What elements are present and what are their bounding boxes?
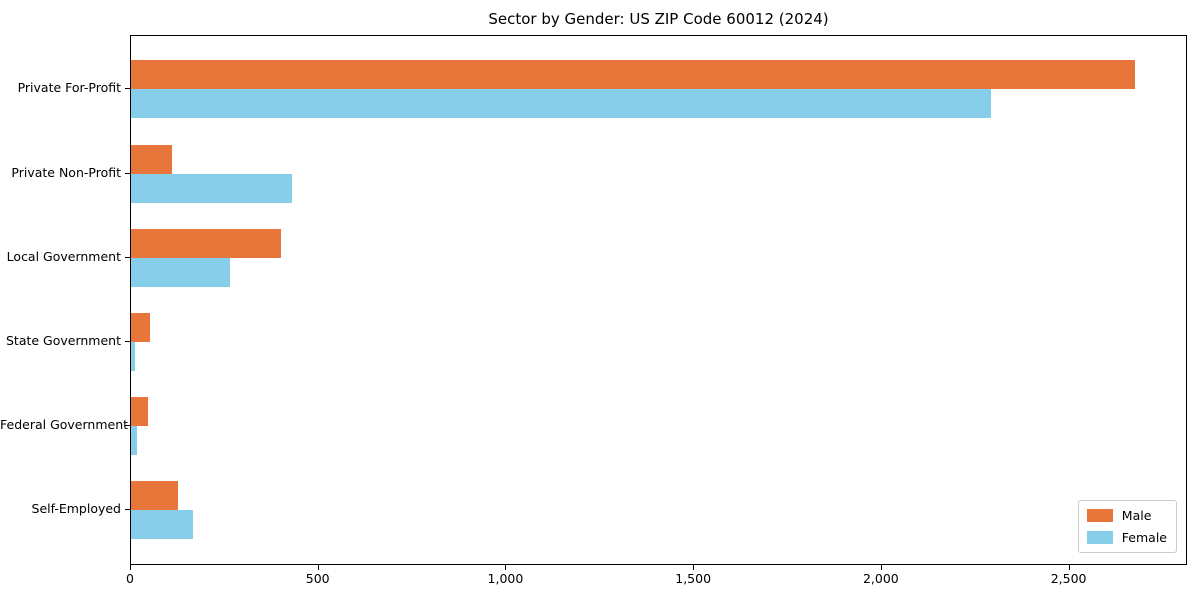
y-tick-private-for-profit	[125, 88, 130, 90]
y-tick-state-government	[125, 340, 130, 342]
x-axis-label-500: 500	[305, 571, 330, 586]
x-tick-0	[130, 565, 131, 570]
plot-area: Male Female	[130, 35, 1187, 565]
x-tick-1000	[505, 565, 507, 570]
y-tick-federal-government	[125, 425, 130, 427]
legend-label-male: Male	[1121, 508, 1152, 523]
y-tick-self-employed	[125, 509, 130, 511]
bar-male-federal-government	[131, 397, 148, 427]
bar-female-private-non-profit	[131, 173, 293, 203]
x-tick-1500	[693, 565, 695, 570]
bar-male-state-government	[131, 312, 150, 342]
bar-female-state-government	[131, 341, 135, 371]
legend-item-male: Male	[1086, 508, 1167, 523]
legend-label-female: Female	[1121, 530, 1167, 545]
y-axis-label-federal-government: Federal Government	[0, 417, 129, 433]
bar-female-self-employed	[131, 510, 193, 540]
legend-swatch-male	[1086, 509, 1113, 522]
bar-male-private-for-profit	[131, 60, 1136, 90]
legend-item-female: Female	[1086, 530, 1167, 545]
x-tick-2500	[1068, 565, 1070, 570]
bar-male-private-non-profit	[131, 144, 173, 174]
legend: Male Female	[1077, 500, 1177, 553]
y-tick-local-government	[125, 256, 130, 258]
y-axis-label-self-employed: Self-Employed	[31, 501, 121, 517]
x-axis-label-2000: 2,000	[862, 571, 899, 586]
y-axis-label-state-government: State Government	[5, 332, 121, 348]
chart-title: Sector by Gender: US ZIP Code 60012 (202…	[488, 10, 829, 28]
bar-female-federal-government	[131, 426, 137, 456]
y-axis-label-local-government: Local Government	[6, 248, 121, 264]
bar-male-local-government	[131, 228, 282, 258]
legend-swatch-female	[1086, 531, 1113, 544]
bar-male-self-employed	[131, 481, 178, 511]
bar-female-local-government	[131, 257, 231, 287]
y-axis-label-private-for-profit: Private For-Profit	[17, 80, 121, 96]
x-axis-label-1500: 1,500	[675, 571, 712, 586]
x-axis-label-2500: 2,500	[1050, 571, 1087, 586]
x-tick-2000	[880, 565, 882, 570]
x-axis-label-1000: 1,000	[487, 571, 524, 586]
x-axis-label-0: 0	[126, 571, 134, 586]
y-tick-private-non-profit	[125, 172, 130, 174]
y-axis-label-private-non-profit: Private Non-Profit	[11, 164, 121, 180]
x-tick-500	[317, 565, 319, 570]
bar-female-private-for-profit	[131, 89, 991, 119]
